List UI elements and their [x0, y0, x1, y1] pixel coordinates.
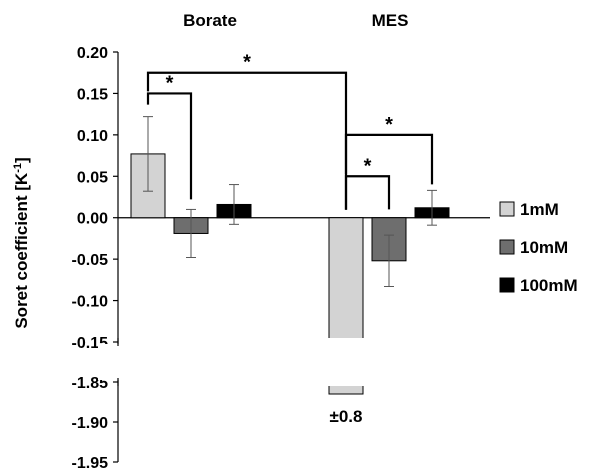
category-label: Borate — [183, 11, 237, 30]
y-axis-label-superscript: -1 — [12, 163, 24, 173]
significance-bracket — [344, 133, 434, 185]
legend-swatch-10mM — [499, 239, 515, 255]
significance-star: * — [364, 155, 372, 177]
significance-star: * — [385, 114, 393, 136]
significance-star: * — [243, 52, 251, 74]
axes: 0.200.150.100.050.00-0.05-0.10-0.15-1.85… — [72, 11, 490, 468]
y-tick-label: -1.90 — [72, 415, 109, 432]
y-axis-label-end: ] — [12, 157, 31, 163]
significance-star: * — [166, 72, 174, 94]
y-axis-label-main: Soret coefficient [K — [12, 172, 31, 329]
legend-label-100mM: 100mM — [520, 276, 578, 295]
legend-swatch-1mM — [499, 201, 515, 217]
error-note: ±0.8 — [330, 407, 363, 426]
y-tick-label: 0.00 — [77, 211, 108, 228]
y-axis-label: Soret coefficient [K-1] — [12, 157, 31, 328]
axis-break-gap-axis — [98, 344, 128, 380]
bars — [98, 153, 450, 395]
legend-label-1mM: 1mM — [520, 200, 559, 219]
legend: 1mM 10mM 100mM — [499, 200, 578, 295]
significance-bracket — [344, 175, 391, 210]
error-bars: ±0.8 — [143, 116, 437, 426]
legend-label-10mM: 10mM — [520, 238, 568, 257]
significance-bracket — [146, 92, 193, 200]
category-label: MES — [372, 11, 409, 30]
y-tick-label: 0.05 — [77, 169, 108, 186]
y-tick-label: -1.95 — [72, 455, 109, 468]
y-tick-label: 0.15 — [77, 86, 108, 103]
legend-swatch-100mM — [499, 277, 515, 293]
y-tick-label: -0.05 — [72, 252, 109, 269]
y-tick-label: 0.20 — [77, 45, 108, 62]
y-tick-label: -0.10 — [72, 294, 109, 311]
axis-break-gap — [300, 338, 390, 386]
y-tick-label: 0.10 — [77, 128, 108, 145]
significance-brackets: * * * * — [146, 52, 434, 210]
